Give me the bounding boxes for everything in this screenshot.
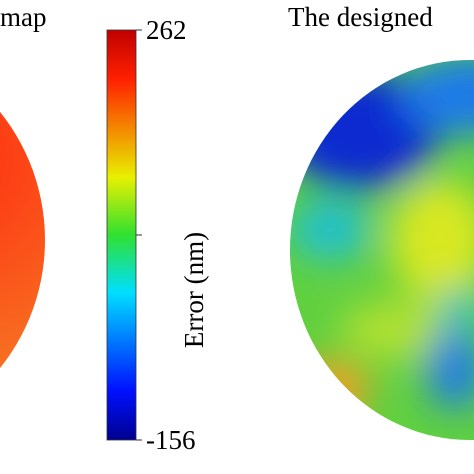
right-title: The designed: [288, 2, 433, 32]
colorbar-tick-label: -156: [146, 425, 196, 455]
right-map: [290, 60, 474, 440]
colorbar-tick-label: 262: [146, 15, 187, 45]
left-map: [0, 111, 45, 369]
colorbar: [106, 29, 137, 441]
colorbar-label: Error (nm): [179, 232, 209, 348]
left-title: map: [0, 2, 47, 32]
